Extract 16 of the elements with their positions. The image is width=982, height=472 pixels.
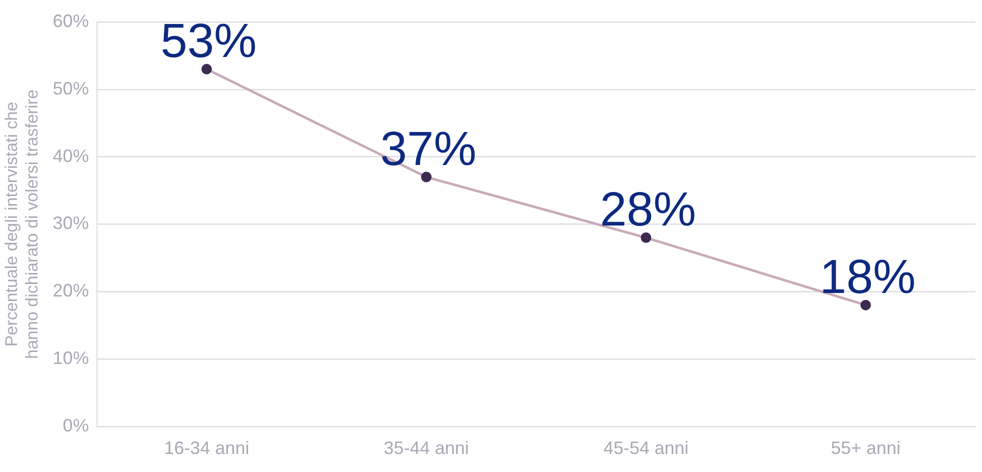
y-tick-label: 0% [62, 415, 89, 436]
data-label: 18% [820, 251, 916, 304]
y-tick-label: 50% [52, 78, 89, 98]
x-tick-label: 35-44 anni [384, 438, 469, 458]
data-label: 53% [160, 15, 257, 68]
y-tick-label: 20% [52, 280, 89, 301]
x-tick-label: 55+ anni [830, 438, 900, 458]
x-tick-label: 16-34 anni [164, 438, 250, 458]
data-label: 37% [380, 123, 476, 176]
x-tick-label: 45-54 anni [603, 438, 689, 458]
y-axis-title: Percentuale degli intervistati che hanno dichiarato di volersi trasferire [2, 90, 42, 359]
y-tick-label: 10% [52, 348, 89, 368]
y-tick-label: 60% [52, 10, 89, 31]
y-tick-label: 40% [52, 146, 89, 166]
y-tick-label: 30% [52, 213, 89, 234]
data-label: 28% [600, 184, 696, 237]
